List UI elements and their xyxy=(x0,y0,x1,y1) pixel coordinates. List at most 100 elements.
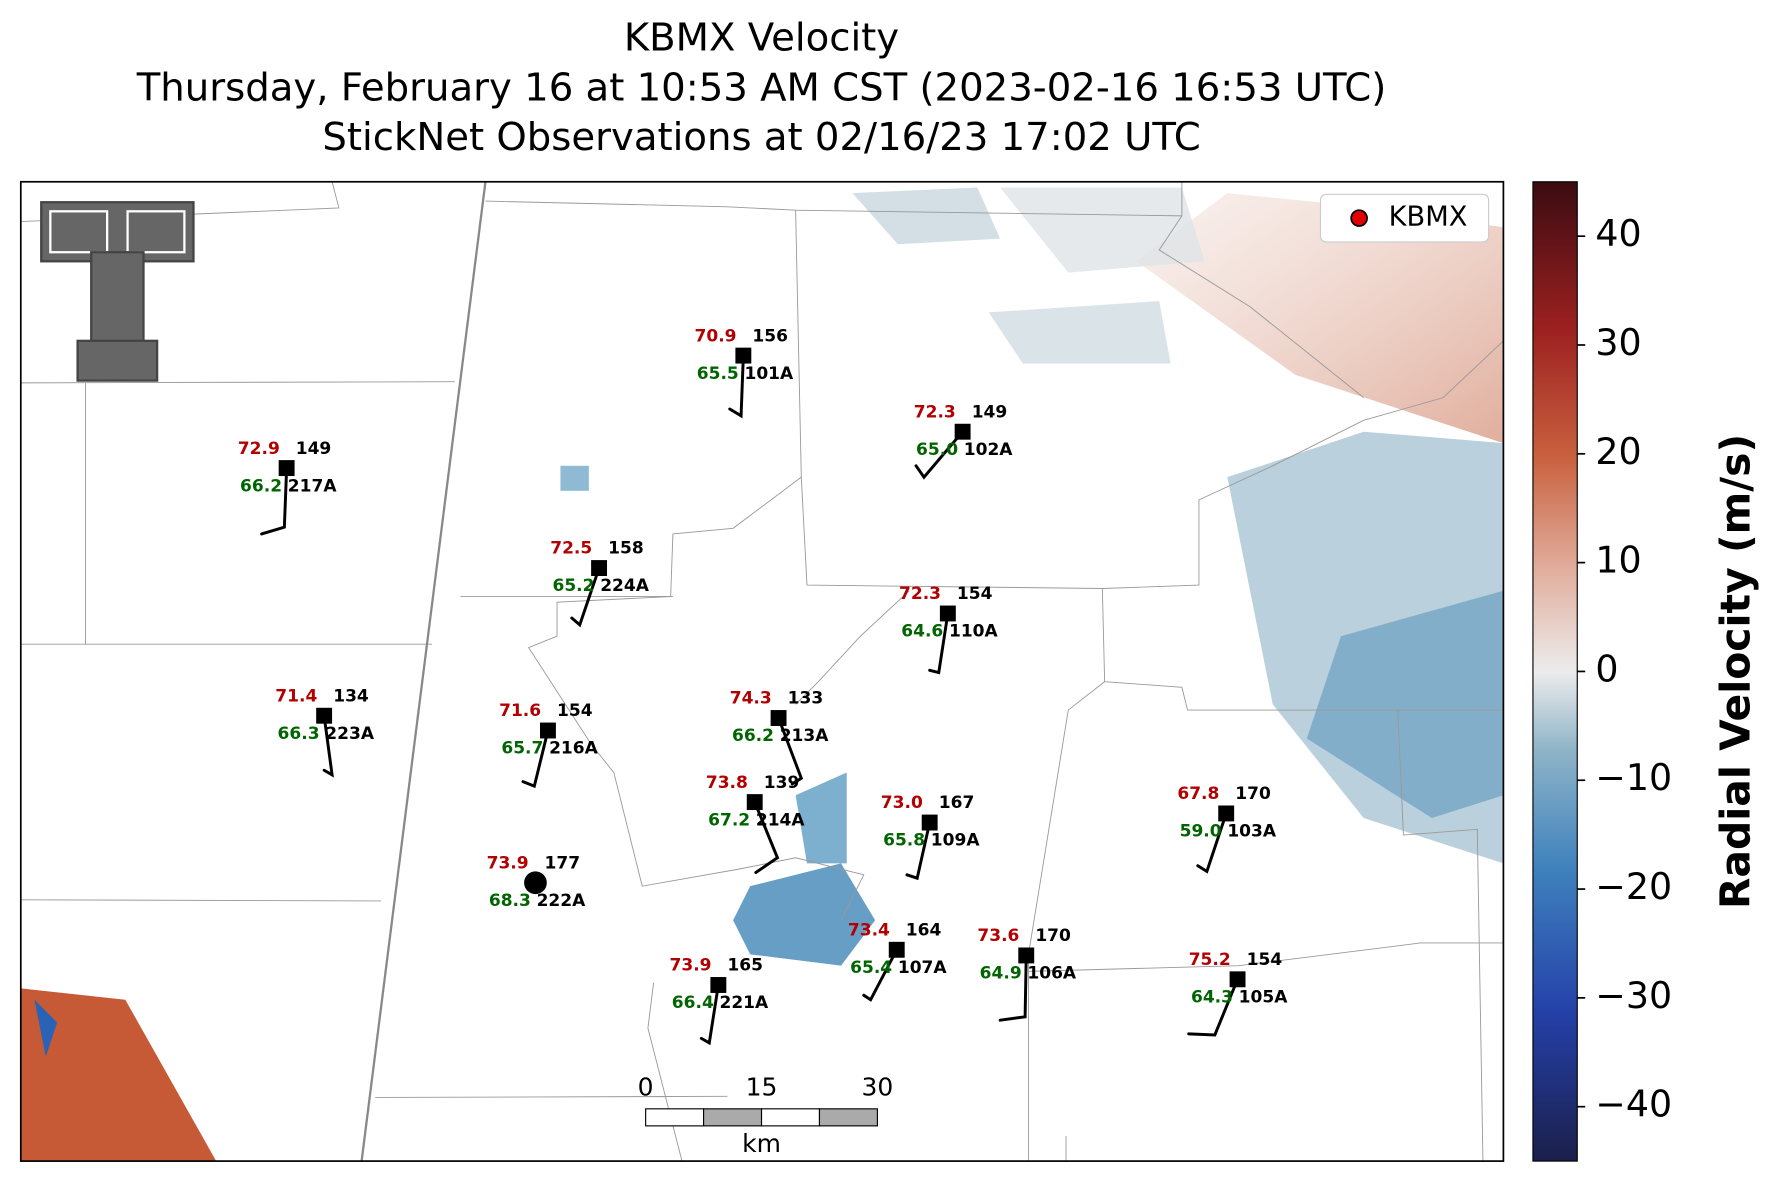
station-marker xyxy=(1218,805,1235,822)
colorbar-tick-label: 40 xyxy=(1595,212,1641,255)
scale-label: 0 xyxy=(638,1072,654,1101)
station-marker xyxy=(939,605,956,622)
station-marker xyxy=(746,794,763,811)
dewpoint: 65.8 xyxy=(883,831,925,851)
colorbar-tick-label: 30 xyxy=(1595,321,1641,364)
pressure: 149 xyxy=(972,402,1008,422)
colorbar xyxy=(1532,181,1578,1162)
pressure: 149 xyxy=(296,439,332,459)
pressure: 167 xyxy=(939,793,975,813)
station: 71.4 134 66.3 223A xyxy=(275,686,375,778)
temperature: 73.4 xyxy=(848,920,890,940)
wind-barb xyxy=(521,729,550,789)
station-id: 222A xyxy=(537,891,587,911)
wind-barb xyxy=(753,800,780,875)
station-marker xyxy=(316,707,333,724)
pressure: 133 xyxy=(788,689,824,709)
dewpoint: 65.2 xyxy=(552,576,594,596)
temperature: 72.3 xyxy=(914,402,956,422)
station-marker xyxy=(278,460,295,477)
station: 74.3 133 66.2 213A xyxy=(730,689,830,786)
title-line: Thursday, February 16 at 10:53 AM CST (2… xyxy=(136,65,1387,110)
station-id: 214A xyxy=(756,810,806,830)
dewpoint: 65.5 xyxy=(697,364,739,384)
station: 73.4 164 65.4 107A xyxy=(848,920,948,1002)
dewpoint: 65.0 xyxy=(916,440,958,460)
dewpoint: 65.4 xyxy=(850,958,892,978)
pressure: 177 xyxy=(545,853,581,873)
station: 73.9 177 68.3 222A xyxy=(487,853,587,910)
scale-label: 15 xyxy=(746,1072,778,1101)
station-id: 109A xyxy=(931,831,981,851)
temperature: 71.6 xyxy=(499,701,541,721)
wind-barb xyxy=(862,948,899,1002)
pressure: 165 xyxy=(727,956,763,976)
dewpoint: 64.3 xyxy=(1191,987,1233,1007)
station: 73.6 170 64.9 106A xyxy=(977,926,1077,1022)
pressure: 158 xyxy=(608,539,644,559)
station-id: 223A xyxy=(325,724,375,744)
station-id: 110A xyxy=(949,622,999,642)
pressure: 164 xyxy=(906,920,942,940)
pressure: 154 xyxy=(557,701,593,721)
title-line: KBMX Velocity xyxy=(624,15,899,60)
temperature: 72.3 xyxy=(899,584,941,604)
station-marker xyxy=(710,977,727,993)
temperature: 73.9 xyxy=(670,956,712,976)
radar-site-marker xyxy=(524,871,547,895)
title-line: StickNet Observations at 02/16/23 17:02 … xyxy=(322,115,1200,160)
station-id: 221A xyxy=(719,993,769,1013)
station-id: 103A xyxy=(1227,822,1277,842)
wind-barb xyxy=(699,983,720,1046)
dewpoint: 66.3 xyxy=(278,724,320,744)
station-id: 216A xyxy=(549,739,599,759)
colorbar-tick-label: −20 xyxy=(1595,865,1672,908)
station-id: 101A xyxy=(744,364,794,384)
wind-barb xyxy=(914,430,965,480)
station: 70.9 156 65.5 101A xyxy=(695,326,794,419)
dewpoint: 66.4 xyxy=(672,993,714,1013)
scale-label: 30 xyxy=(862,1072,894,1101)
station-id: 213A xyxy=(780,726,830,746)
colorbar-tick-label: 10 xyxy=(1595,539,1641,582)
dewpoint: 59.0 xyxy=(1180,822,1222,842)
station-marker xyxy=(888,941,905,958)
wind-barb xyxy=(928,612,950,675)
temperature: 71.4 xyxy=(275,686,317,706)
station-marker xyxy=(921,814,938,831)
scale-bar: 0 15 30 km xyxy=(638,1072,894,1158)
station: 72.3 154 64.6 110A xyxy=(899,584,999,675)
dewpoint: 64.6 xyxy=(901,622,943,642)
dewpoint: 64.9 xyxy=(980,964,1022,984)
wind-barb xyxy=(322,714,334,778)
temperature: 75.2 xyxy=(1189,950,1231,970)
station: 67.8 170 59.0 103A xyxy=(1177,784,1277,874)
colorbar-tick-label: −30 xyxy=(1595,974,1672,1017)
legend: KBMX xyxy=(1319,193,1490,243)
pressure: 154 xyxy=(1247,950,1283,970)
station: 72.3 149 65.0 102A xyxy=(914,402,1013,480)
dewpoint: 65.7 xyxy=(501,739,543,759)
wind-barb xyxy=(1196,811,1228,874)
temperature: 73.6 xyxy=(977,926,1019,946)
dewpoint: 66.2 xyxy=(240,476,282,496)
temperature: 73.0 xyxy=(881,793,923,813)
temperature: 73.9 xyxy=(487,853,529,873)
station: 75.2 154 64.3 105A xyxy=(1187,950,1288,1037)
map-area xyxy=(20,181,1504,1162)
temperature: 72.9 xyxy=(238,439,280,459)
temperature: 70.9 xyxy=(695,326,737,346)
colorbar-tick-label: 20 xyxy=(1595,430,1641,473)
station-marker xyxy=(1018,947,1035,964)
station-id: 107A xyxy=(898,958,948,978)
station-marker xyxy=(1229,971,1246,988)
wind-barb xyxy=(998,953,1028,1022)
station: 72.9 149 66.2 217A xyxy=(238,439,338,536)
wind-barb xyxy=(570,566,601,628)
wind-barb xyxy=(905,821,932,881)
wind-barb xyxy=(1187,977,1240,1037)
station: 73.0 167 65.8 109A xyxy=(881,793,981,881)
station-id: 217A xyxy=(288,476,338,496)
station-marker xyxy=(770,710,787,726)
